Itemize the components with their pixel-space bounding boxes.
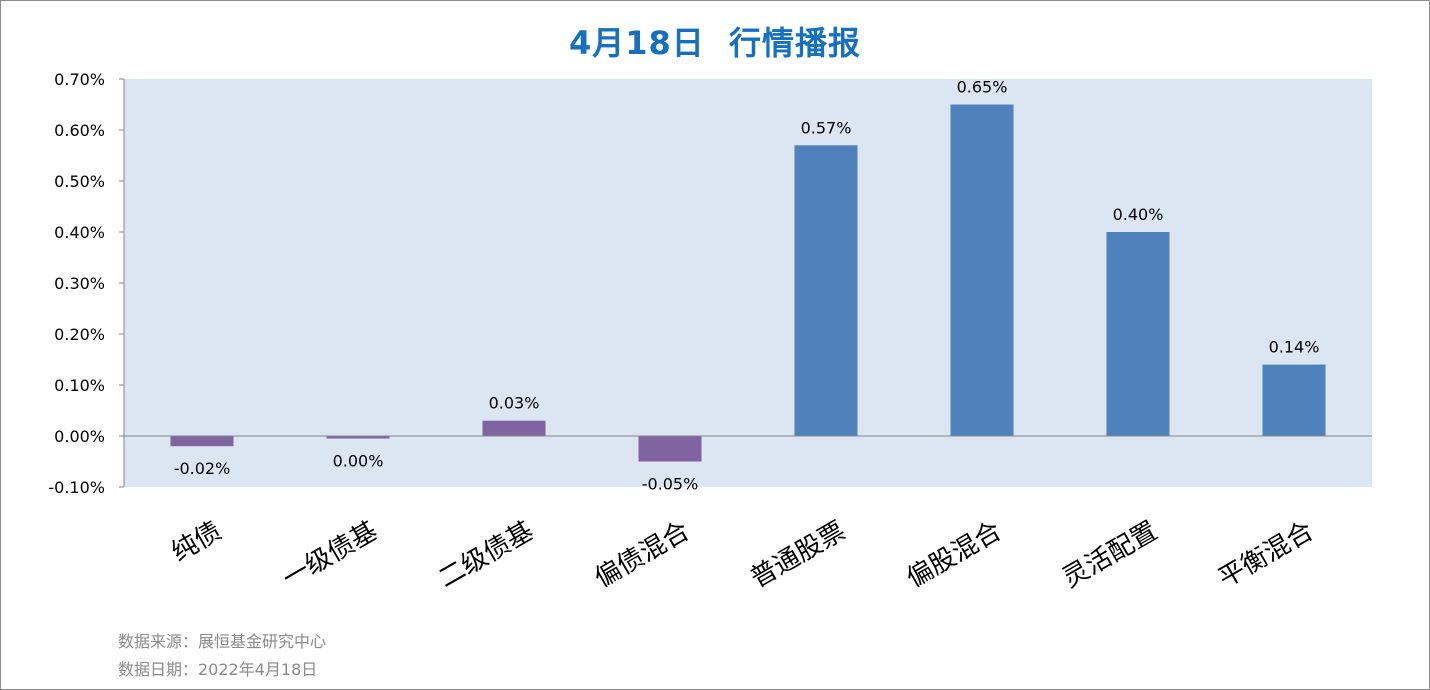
bar <box>482 420 546 436</box>
category-label: 一级债基 <box>278 516 383 594</box>
y-tick-label: 0.70% <box>54 70 105 89</box>
y-tick-label: 0.10% <box>54 376 105 395</box>
y-tick-label: 0.00% <box>54 427 105 446</box>
category-label: 灵活配置 <box>1058 516 1163 594</box>
chart-title: 4月18日 行情播报 <box>568 24 862 62</box>
data-label: 0.00% <box>333 452 384 471</box>
y-tick-label: 0.50% <box>54 172 105 191</box>
y-tick-label: 0.30% <box>54 274 105 293</box>
category-label: 二级债基 <box>434 516 539 594</box>
y-tick-label: 0.60% <box>54 121 105 140</box>
y-tick-label: -0.10% <box>48 478 105 497</box>
data-label: 0.65% <box>957 78 1008 97</box>
category-label: 平衡混合 <box>1214 516 1319 594</box>
data-label: 0.14% <box>1269 338 1320 357</box>
bar <box>950 104 1014 436</box>
category-label: 纯债 <box>167 516 227 568</box>
data-label: -0.02% <box>174 459 231 478</box>
category-label: 偏债混合 <box>590 516 695 594</box>
data-label: 0.03% <box>489 394 540 413</box>
bar <box>170 436 234 447</box>
category-label: 普通股票 <box>746 516 851 594</box>
data-source-note: 数据来源：展恒基金研究中心 <box>118 632 327 651</box>
bar <box>638 436 702 462</box>
y-tick-label: 0.40% <box>54 223 105 242</box>
data-label: 0.57% <box>801 118 852 137</box>
plot-area <box>124 79 1372 487</box>
bar <box>1106 232 1170 436</box>
data-date-note: 数据日期：2022年4月18日 <box>118 660 318 679</box>
bar <box>1262 364 1326 436</box>
bar <box>326 436 390 439</box>
data-label: -0.05% <box>642 475 699 494</box>
category-label: 偏股混合 <box>902 516 1007 594</box>
y-tick-label: 0.20% <box>54 325 105 344</box>
bar <box>794 145 858 437</box>
data-label: 0.40% <box>1113 205 1164 224</box>
